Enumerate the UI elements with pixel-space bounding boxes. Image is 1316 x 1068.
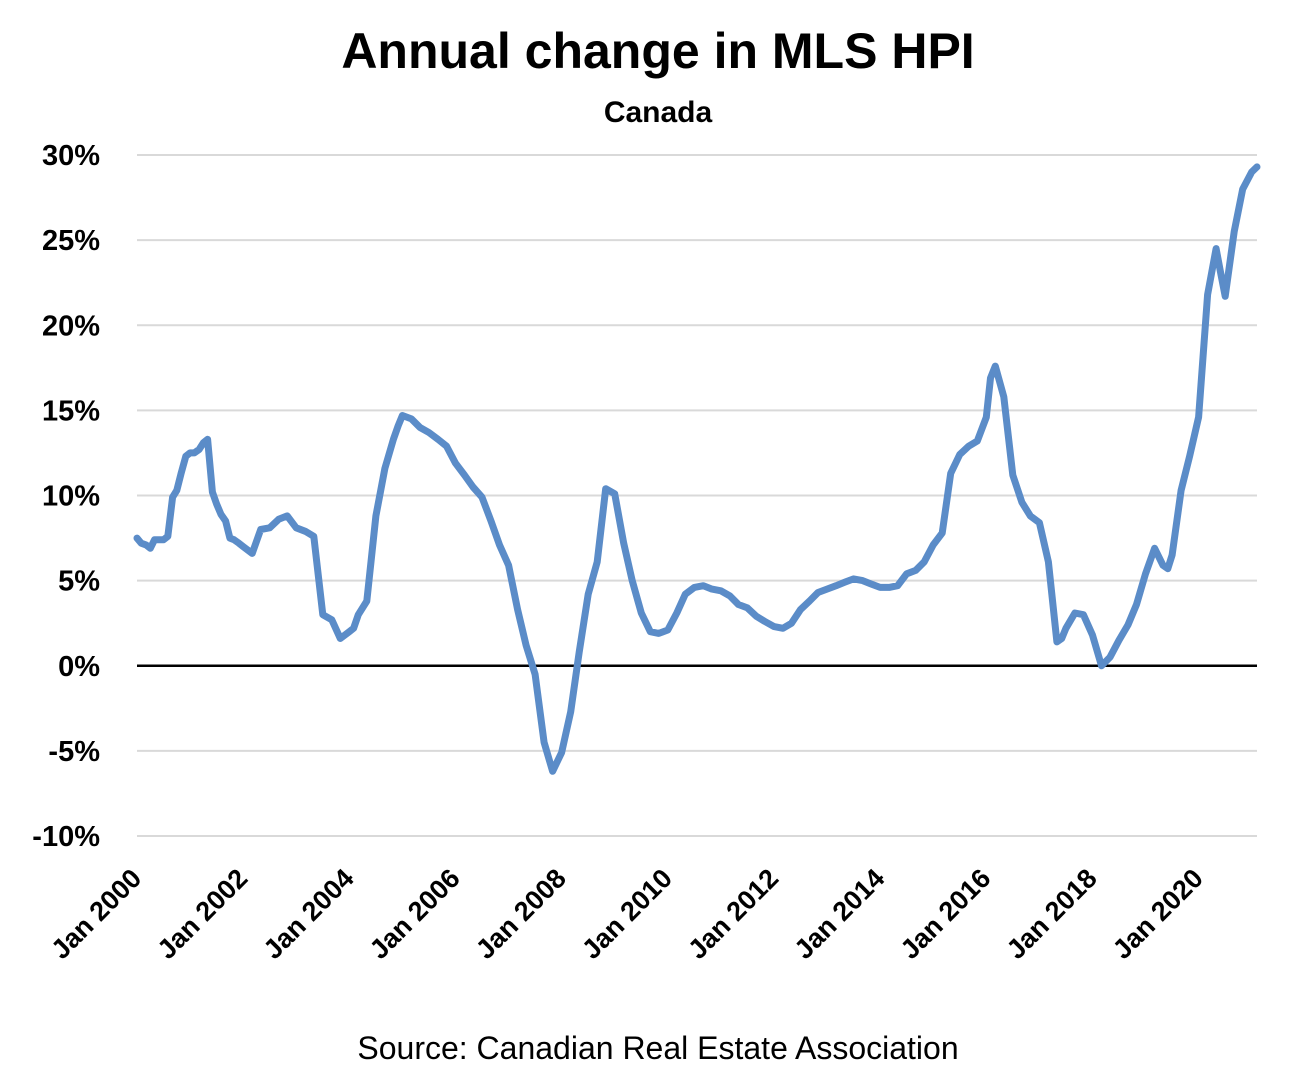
y-axis-ticks: 30% 25% 20% 15% 10% 5% 0% -5% -10%: [32, 140, 100, 853]
x-tick-label: Jan 2002: [152, 863, 254, 965]
y-tick-label: 30%: [42, 140, 100, 172]
x-tick-label: Jan 2006: [364, 863, 466, 965]
gridlines: [137, 154, 1257, 837]
x-axis-ticks: Jan 2000 Jan 2002 Jan 2004 Jan 2006 Jan 2008…: [45, 863, 1209, 965]
x-tick-label: Jan 2020: [1107, 863, 1209, 965]
x-tick-label: Jan 2010: [576, 863, 678, 965]
x-tick-label: Jan 2018: [1001, 863, 1103, 965]
x-tick-label: Jan 2012: [682, 863, 784, 965]
series-line: [133, 163, 1261, 775]
y-tick-label: 0%: [58, 651, 100, 683]
y-tick-label: 15%: [42, 395, 100, 427]
y-tick-label: 25%: [42, 225, 100, 257]
y-tick-label: -5%: [48, 736, 100, 768]
x-tick-label: Jan 2008: [470, 863, 572, 965]
chart-source: Source: Canadian Real Estate Association: [357, 1030, 959, 1066]
x-tick-label: Jan 2016: [895, 863, 997, 965]
y-tick-label: 5%: [58, 566, 100, 598]
y-tick-label: 20%: [42, 310, 100, 342]
x-tick-label: Jan 2000: [45, 863, 147, 965]
series-layer: [133, 163, 1261, 775]
x-tick-label: Jan 2014: [788, 863, 890, 965]
x-tick-label: Jan 2004: [258, 863, 360, 965]
y-tick-label: -10%: [32, 821, 100, 853]
y-tick-label: 10%: [42, 481, 100, 513]
chart-subtitle: Canada: [603, 96, 713, 129]
chart-title: Annual change in MLS HPI: [341, 23, 975, 79]
